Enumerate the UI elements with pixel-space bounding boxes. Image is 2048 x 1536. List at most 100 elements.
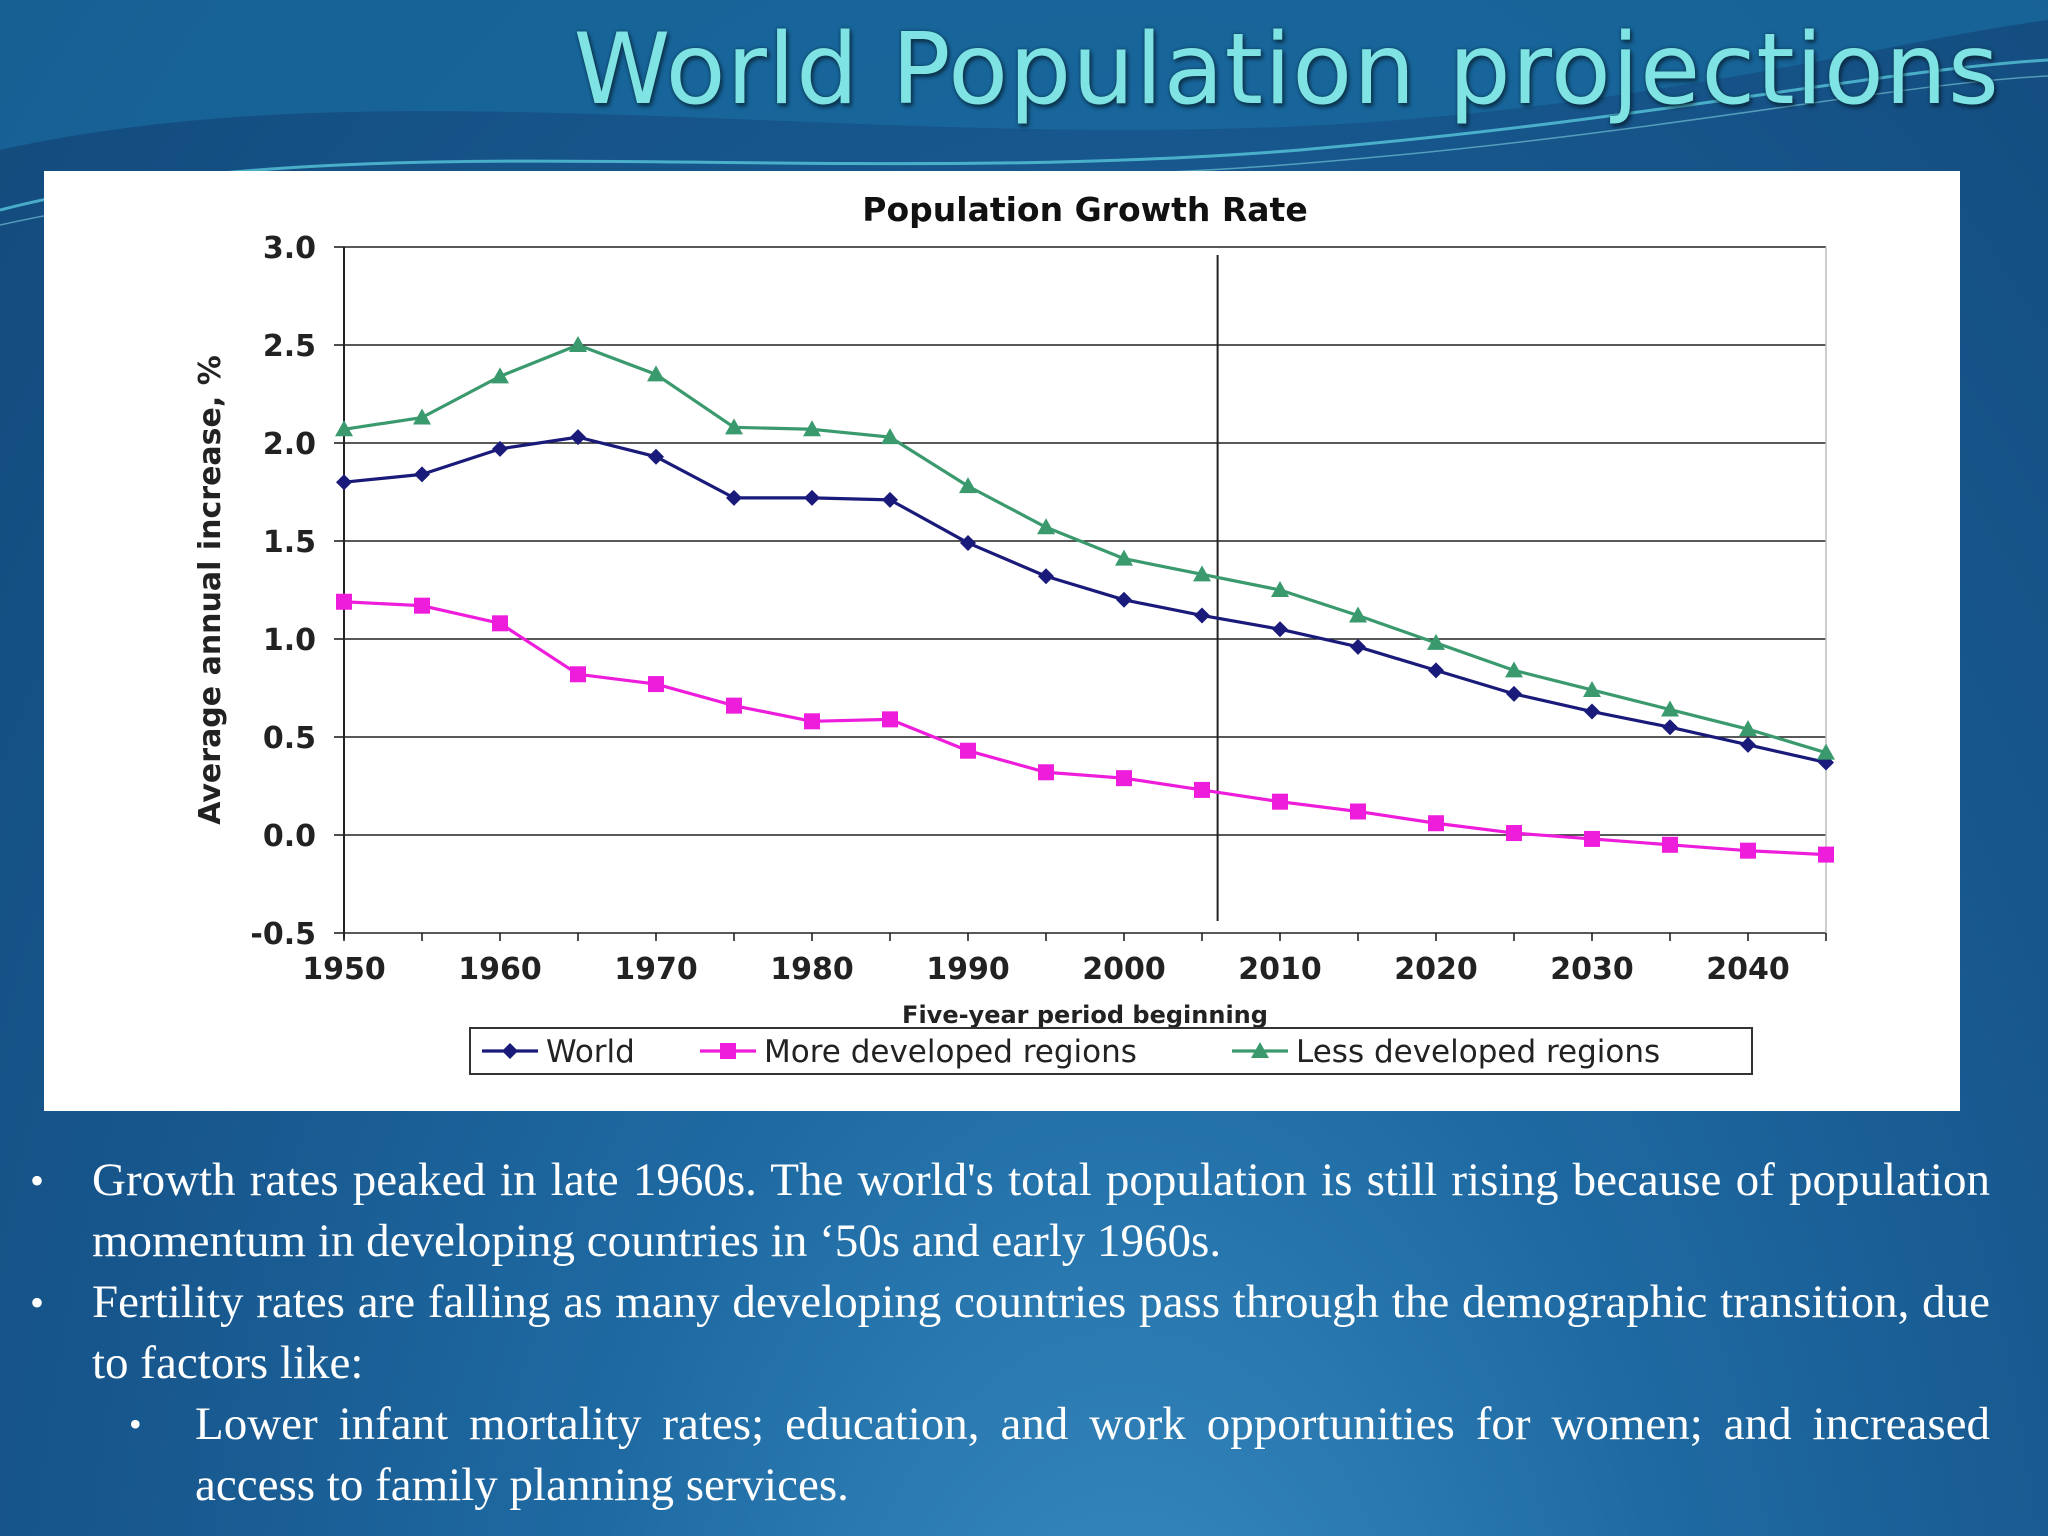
- series-lines: [335, 336, 1835, 863]
- data-point: [1662, 719, 1678, 736]
- data-point: [336, 593, 352, 610]
- data-point: [960, 534, 976, 551]
- legend-marker: [502, 1043, 518, 1059]
- x-tick-label: 2020: [1394, 952, 1478, 987]
- bullet-text: Fertility rates are falling as many deve…: [92, 1276, 1990, 1389]
- data-point: [569, 336, 587, 352]
- data-point: [570, 429, 586, 446]
- data-point: [648, 448, 664, 465]
- y-tick-label: 1.5: [263, 525, 316, 560]
- data-point: [1115, 549, 1133, 566]
- data-point: [960, 742, 976, 759]
- y-axis-title: Average annual increase, %: [193, 355, 228, 825]
- data-point: [804, 713, 820, 730]
- series-square: [336, 593, 1834, 863]
- axes: [334, 246, 1827, 941]
- data-point: [1662, 836, 1678, 853]
- data-point: [882, 711, 898, 728]
- data-point: [1583, 680, 1601, 697]
- y-tick-label: -0.5: [250, 917, 316, 952]
- data-point: [725, 418, 743, 435]
- legend-marker: [720, 1043, 736, 1059]
- x-tick-label: 2010: [1238, 952, 1322, 987]
- legend-label: Less developed regions: [1296, 1034, 1660, 1070]
- data-point: [1584, 703, 1600, 720]
- data-point: [1038, 764, 1054, 781]
- legend-marker: [1251, 1042, 1269, 1058]
- data-point: [414, 597, 430, 614]
- data-point: [1349, 606, 1367, 623]
- data-point: [491, 367, 509, 384]
- x-tick-label: 1960: [458, 952, 542, 987]
- y-tick-label: 0.0: [263, 819, 316, 854]
- bullet-mark: •: [30, 1280, 45, 1325]
- data-point: [959, 477, 977, 494]
- population-growth-chart: Population Growth Rate 3.0 2.5 2.0 1.5 1.0 0.5…: [193, 190, 1835, 1075]
- data-point: [1428, 815, 1444, 832]
- y-tick-label: 0.5: [263, 721, 316, 756]
- data-point: [336, 474, 352, 491]
- data-point: [1740, 736, 1756, 753]
- data-point: [335, 420, 353, 437]
- data-point: [726, 697, 742, 714]
- data-point: [492, 615, 508, 632]
- data-point: [1661, 700, 1679, 717]
- data-point: [413, 408, 431, 425]
- bullet-item: • Fertility rates are falling as many de…: [30, 1272, 1990, 1394]
- series-diamond: [336, 429, 1834, 771]
- chart-title: Population Growth Rate: [862, 190, 1307, 229]
- x-tick-label: 1980: [770, 952, 854, 987]
- x-tick-label: 2000: [1082, 952, 1166, 987]
- data-point: [1350, 803, 1366, 820]
- data-point: [1506, 825, 1522, 842]
- x-tick-label: 2040: [1706, 952, 1790, 987]
- chart-panel: Population Growth Rate 3.0 2.5 2.0 1.5 1.0 0.5…: [44, 171, 1960, 1111]
- x-tick-label: 1950: [302, 952, 386, 987]
- legend-label: More developed regions: [764, 1034, 1137, 1070]
- data-point: [1817, 743, 1835, 760]
- data-point: [492, 440, 508, 457]
- legend: World More developed regions Less develope…: [469, 1027, 1753, 1075]
- series-triangle: [335, 336, 1835, 760]
- data-point: [1193, 565, 1211, 582]
- bullet-mark: •: [30, 1158, 45, 1203]
- data-point: [1194, 607, 1210, 624]
- legend-box: [469, 1027, 1753, 1075]
- bullet-item: • Growth rates peaked in late 1960s. The…: [30, 1150, 1990, 1272]
- data-point: [882, 491, 898, 508]
- y-tick-label: 2.0: [263, 427, 316, 462]
- grid-lines: [344, 246, 1826, 934]
- x-tick-label: 2030: [1550, 952, 1634, 987]
- data-point: [1427, 633, 1445, 650]
- bullet-mark: •: [129, 1404, 142, 1444]
- data-point: [1740, 842, 1756, 859]
- data-point: [1818, 846, 1834, 863]
- data-point: [1038, 568, 1054, 585]
- data-point: [570, 666, 586, 683]
- data-point: [726, 489, 742, 506]
- data-point: [1506, 685, 1522, 702]
- data-point: [1116, 770, 1132, 787]
- legend-label: World: [546, 1034, 635, 1070]
- data-point: [804, 489, 820, 506]
- data-point: [1116, 591, 1132, 608]
- data-point: [1272, 793, 1288, 810]
- x-tick-label: 1990: [926, 952, 1010, 987]
- axis-labels: Population Growth Rate 3.0 2.5 2.0 1.5 1.0 0.5…: [193, 190, 1790, 1029]
- x-axis-title: Five-year period beginning: [902, 1001, 1268, 1029]
- data-point: [1505, 661, 1523, 678]
- slide-title: World Population projections: [573, 13, 2000, 127]
- data-point: [1194, 781, 1210, 798]
- data-point: [1350, 638, 1366, 655]
- data-point: [1739, 720, 1757, 737]
- series-line: [343, 435, 1827, 765]
- data-point: [648, 676, 664, 693]
- data-point: [414, 466, 430, 483]
- y-tick-label: 1.0: [263, 623, 316, 658]
- data-point: [1271, 581, 1289, 597]
- data-point: [1584, 830, 1600, 847]
- data-point: [803, 420, 821, 437]
- series-line: [343, 600, 1827, 857]
- data-point: [647, 365, 665, 382]
- series-line: [343, 343, 1827, 755]
